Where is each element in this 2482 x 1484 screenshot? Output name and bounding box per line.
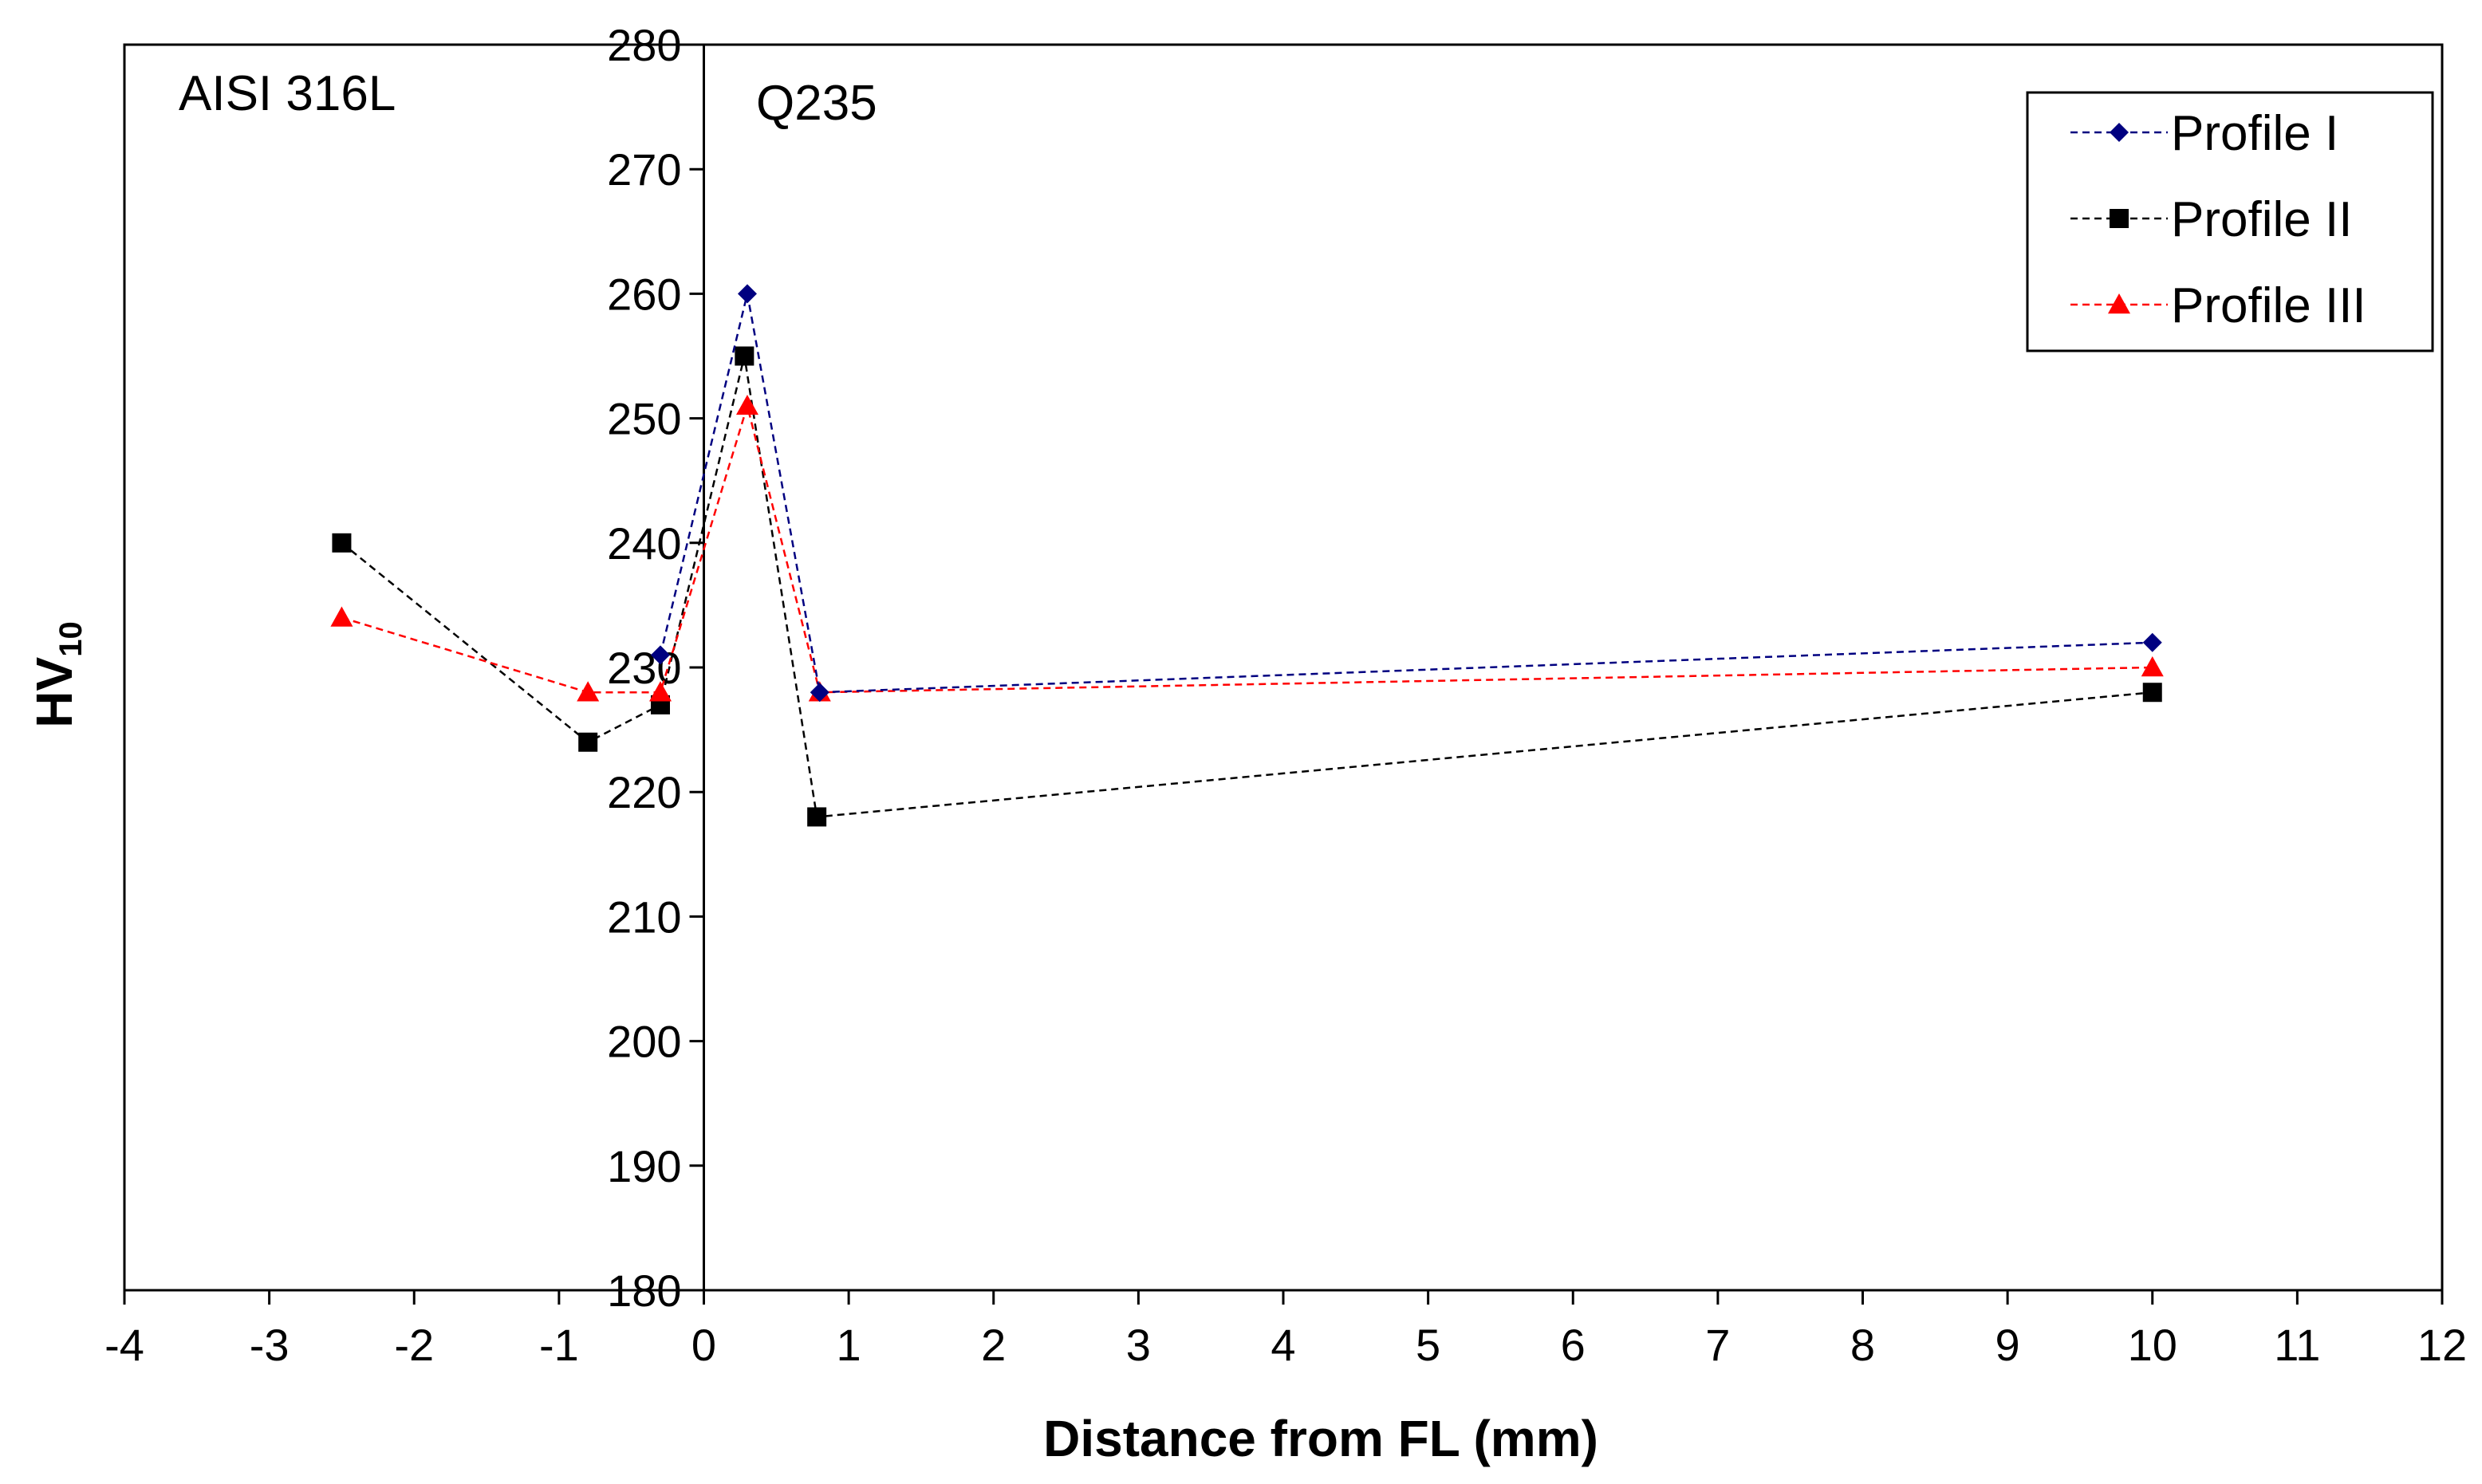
y-tick-label: 200 xyxy=(607,1017,681,1067)
y-tick-label: 220 xyxy=(607,767,681,817)
data-point-profile-iii xyxy=(735,394,758,415)
data-point-profile-i xyxy=(651,645,671,665)
y-tick-label: 230 xyxy=(607,643,681,693)
legend-items: Profile I Profile II Profile III xyxy=(2070,106,2366,333)
legend-marker-profile-i xyxy=(2110,123,2129,142)
y-tick-label: 280 xyxy=(607,20,681,70)
y-tick-label: 250 xyxy=(607,394,681,444)
data-point-profile-iii xyxy=(577,681,600,702)
x-tick-label: 12 xyxy=(2417,1320,2467,1370)
y-axis-title: HV10 xyxy=(26,621,89,727)
legend-frame xyxy=(2026,91,2434,352)
x-tick-label: 4 xyxy=(1271,1320,1295,1370)
y-tick-label: 210 xyxy=(607,892,681,942)
y-tick-label: 260 xyxy=(607,269,681,319)
data-point-profile-ii xyxy=(578,732,598,752)
x-tick-label: 10 xyxy=(2128,1320,2177,1370)
legend-item-profile-iii: Profile III xyxy=(2070,278,2366,333)
series-line-profile-iii xyxy=(341,402,2153,694)
series-profile-i xyxy=(651,284,2162,703)
y-tick-label: 190 xyxy=(607,1141,681,1191)
x-tick-label: 5 xyxy=(1416,1320,1440,1370)
series-line-profile-ii xyxy=(341,356,2153,818)
x-tick-label: 3 xyxy=(1126,1320,1151,1370)
x-tick-label: 0 xyxy=(691,1320,716,1370)
legend-label: Profile I xyxy=(2171,106,2338,161)
legend-item-profile-ii: Profile II xyxy=(2070,192,2352,247)
legend-marker-profile-iii xyxy=(2108,293,2130,314)
y-tick-label: 180 xyxy=(607,1266,681,1316)
data-point-profile-i xyxy=(810,683,829,703)
data-point-profile-iii xyxy=(330,606,353,627)
x-tick-label: 2 xyxy=(981,1320,1006,1370)
data-point-profile-iii xyxy=(649,681,672,702)
annotation-q235: Q235 xyxy=(756,76,877,131)
legend: Profile I Profile II Profile III xyxy=(2026,91,2434,352)
data-point-profile-ii xyxy=(2142,683,2162,703)
data-point-profile-i xyxy=(2142,632,2162,652)
x-tick-label: -4 xyxy=(104,1320,144,1370)
x-tick-label: 1 xyxy=(837,1320,861,1370)
x-axis-title: Distance from FL (mm) xyxy=(1043,1410,1598,1467)
legend-label: Profile II xyxy=(2171,192,2352,247)
series-line-profile-i xyxy=(659,293,2153,694)
x-tick-label: 6 xyxy=(1561,1320,1586,1370)
data-point-profile-iii xyxy=(2141,656,2164,677)
x-tick-label: -2 xyxy=(394,1320,434,1370)
x-tick-label: 9 xyxy=(1995,1320,2020,1370)
series-profile-ii xyxy=(332,346,2162,827)
data-point-profile-ii xyxy=(807,807,827,827)
x-tick-label: 7 xyxy=(1705,1320,1730,1370)
y-tick-label: 240 xyxy=(607,518,681,569)
legend-marker-profile-ii xyxy=(2110,209,2129,228)
axes-layer: -4 -3 -2 -1 0 1 2 3 4 5 6 7 8 9 10 11 121801902002102202… xyxy=(104,20,2467,1370)
x-tick-label: 11 xyxy=(2274,1320,2320,1370)
legend-item-profile-i: Profile I xyxy=(2070,106,2338,161)
data-point-profile-ii xyxy=(735,346,754,366)
data-point-profile-ii xyxy=(332,533,352,553)
series-layer xyxy=(330,284,2164,827)
x-tick-label: -3 xyxy=(250,1320,290,1370)
x-tick-label: -1 xyxy=(539,1320,579,1370)
x-tick-label: 8 xyxy=(1850,1320,1875,1370)
annotation-aisi-316l: AISI 316L xyxy=(179,66,396,121)
y-tick-label: 270 xyxy=(607,144,681,195)
legend-label: Profile III xyxy=(2171,278,2366,333)
data-point-profile-i xyxy=(737,284,757,304)
